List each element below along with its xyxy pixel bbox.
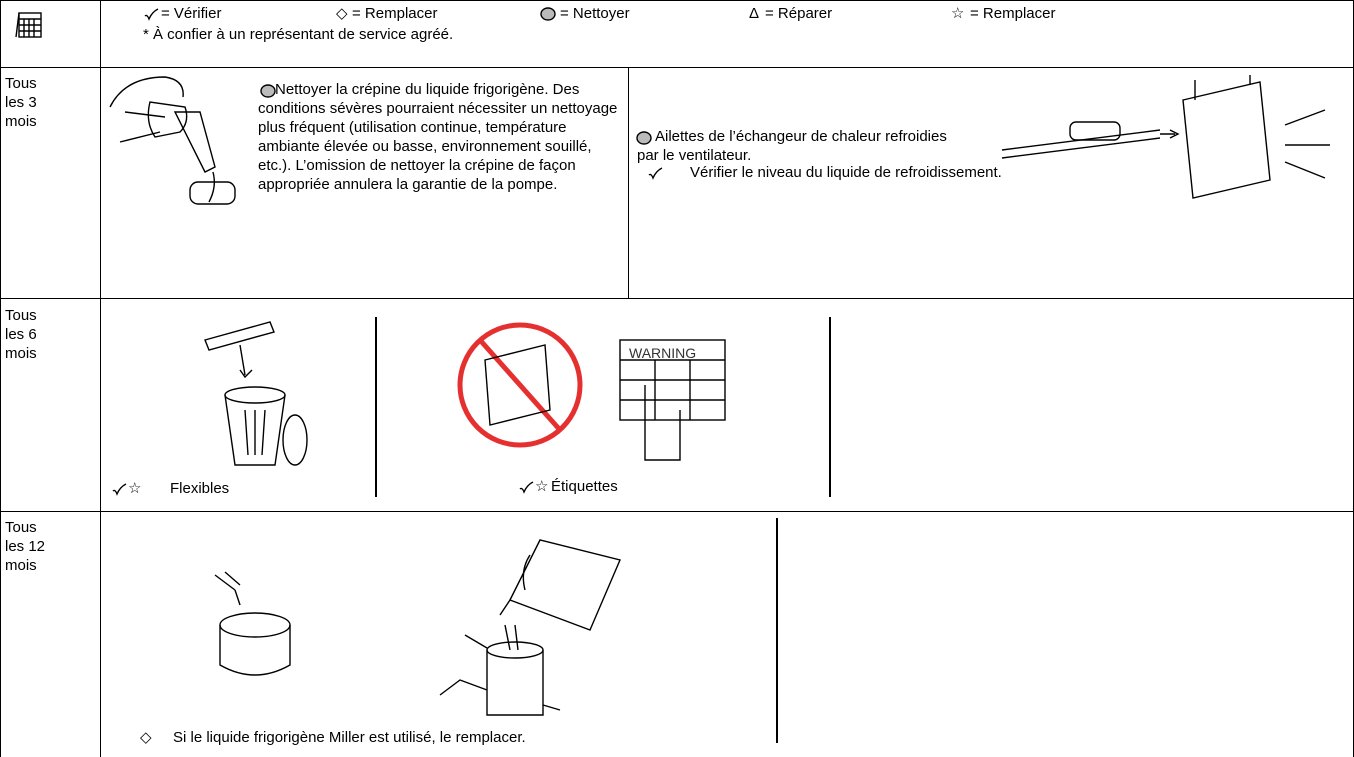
border [0,67,1354,68]
symbol: ☆ [535,478,549,495]
legend-symbol: ☆ [951,5,965,22]
filter-illustration [214,571,291,676]
hose-disposal-illustration [204,321,308,466]
heat-exchanger-illustration [1001,75,1330,199]
border [628,67,629,298]
strainer-text: Nettoyer la crépine du liquide frigorigè… [258,81,618,193]
border [0,0,1354,1]
border [0,511,1354,512]
clean-icon [260,84,276,98]
check-icon [112,483,127,496]
symbol: ☆ [128,480,142,497]
legend-label: = Remplacer [970,5,1056,22]
replace-text: Si le liquide frigorigène Miller est uti… [173,729,526,746]
legend-label: = Réparer [765,5,833,22]
warning-text: WARNING [629,345,697,361]
clean-icon [636,131,652,145]
clean-icon [540,7,556,21]
separator [375,317,377,497]
check-icon [519,481,534,494]
fins-text: Ailettes de l’échangeur de chaleur refro… [637,128,947,164]
border [0,298,1354,299]
separator [776,518,778,743]
legend-label: = Nettoyer [560,5,630,22]
border [0,0,1,757]
border [100,0,101,757]
hoses-label: Flexibles [170,480,230,497]
interval: Tous les 3 mois [5,75,37,130]
legend-label: = Remplacer [352,5,438,22]
check-icon [144,8,159,21]
check-icon [648,167,663,180]
legend-note: * À confier à un représentant de service… [143,26,454,43]
coolant-pour-illustration [439,539,621,716]
legend-label: = Vérifier [161,5,222,22]
interval: Tous les 12 mois [5,519,46,574]
interval: Tous les 6 mois [5,307,37,362]
strainer-illustration [109,76,236,205]
label-illustration [457,322,726,461]
coolant-text: Vérifier le niveau du liquide de refroid… [690,164,1002,181]
labels-label: Étiquettes [551,478,618,495]
legend-symbol: ◇ [336,5,348,22]
calendar-icon [15,12,42,38]
separator [829,317,831,497]
legend-symbol: Δ [749,5,760,22]
symbol: ◇ [140,729,152,746]
